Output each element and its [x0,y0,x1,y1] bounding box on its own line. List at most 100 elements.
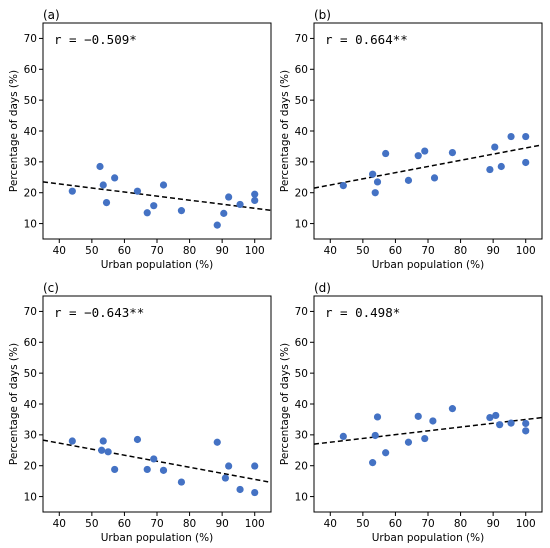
trend-line [313,144,543,189]
x-tick-label: 40 [53,518,66,530]
trend-line [42,439,272,484]
y-tick-label: 40 [295,399,308,411]
data-point [414,152,422,160]
data-point [507,132,515,141]
data-point [177,207,186,215]
panel-label: (a) [43,8,60,22]
data-point [430,174,439,182]
x-tick-label: 80 [183,245,196,257]
data-point [251,462,259,470]
x-tick-label: 100 [245,245,265,257]
panel-label: (c) [43,281,59,295]
y-tick-label: 10 [24,218,37,230]
data-point [371,189,379,197]
x-tick-label: 90 [215,518,228,530]
data-point [369,459,377,467]
data-point [486,165,494,174]
y-tick-label: 50 [24,368,37,380]
panel-label: (d) [314,281,331,295]
x-tick-label: 70 [421,518,434,530]
data-point [143,209,151,217]
data-point [111,174,119,182]
x-tick-label: 40 [324,518,337,530]
data-point [339,432,347,440]
data-point [236,485,244,494]
x-tick-label: 100 [516,245,536,257]
data-point [111,465,119,474]
data-point [507,419,515,427]
y-tick-label: 10 [295,491,308,503]
data-point [382,149,390,158]
y-tick-label: 60 [295,337,308,349]
data-point [448,149,457,157]
y-tick-label: 20 [24,461,37,473]
axes-frame [42,295,272,513]
data-point [68,187,76,195]
y-tick-label: 40 [24,126,37,138]
x-tick-label: 50 [85,245,98,257]
data-point [213,438,221,446]
x-axis-label: Urban population (%) [372,532,484,544]
y-tick-label: 60 [24,337,37,349]
trend-line [42,181,272,212]
y-tick-label: 40 [295,126,308,138]
y-tick-label: 50 [24,95,37,107]
x-tick-label: 60 [118,518,131,530]
correlation-annotation: r = 0.664** [325,32,408,47]
x-tick-label: 50 [356,518,369,530]
x-tick-label: 90 [215,245,228,257]
x-tick-label: 80 [454,245,467,257]
x-axis-label: Urban population (%) [372,259,484,271]
x-axis-label: Urban population (%) [101,259,213,271]
data-point [414,412,422,420]
x-tick-label: 100 [245,518,265,530]
data-point [491,143,499,151]
data-point [373,413,382,421]
y-tick-label: 50 [295,95,308,107]
data-point [150,455,158,463]
data-point [213,221,221,229]
data-point [369,170,377,178]
data-point [225,462,233,470]
data-point [339,182,347,190]
data-point [220,209,228,217]
data-point [236,200,244,209]
trend-line [313,416,543,445]
x-tick-label: 40 [53,245,66,257]
data-point [221,474,229,482]
axes-frame [313,22,543,240]
x-axis-label: Urban population (%) [101,532,213,544]
data-point [133,435,142,444]
data-point [104,448,112,456]
y-tick-label: 50 [295,368,308,380]
x-tick-label: 50 [85,518,98,530]
y-tick-label: 20 [24,188,37,200]
data-point [522,132,530,141]
data-point [522,427,530,435]
y-axis-label: Percentage of days (%) [279,70,291,192]
data-point [150,202,158,210]
data-point [99,181,107,189]
y-tick-label: 20 [295,188,308,200]
y-tick-label: 60 [24,64,37,76]
x-tick-label: 90 [486,245,499,257]
data-point [497,162,505,171]
x-tick-label: 40 [324,245,337,257]
data-point [496,421,504,429]
data-point [522,419,530,428]
data-point [522,158,530,167]
data-point [159,181,168,189]
data-point [98,446,106,454]
x-tick-label: 70 [150,518,163,530]
data-point [102,198,111,207]
x-tick-label: 100 [516,518,536,530]
y-tick-label: 40 [24,399,37,411]
data-point [492,411,500,420]
x-tick-label: 60 [389,518,402,530]
x-tick-label: 60 [118,245,131,257]
y-tick-label: 30 [295,430,308,442]
correlation-annotation: r = 0.498* [325,305,400,320]
x-tick-label: 80 [183,518,196,530]
y-tick-label: 10 [295,218,308,230]
